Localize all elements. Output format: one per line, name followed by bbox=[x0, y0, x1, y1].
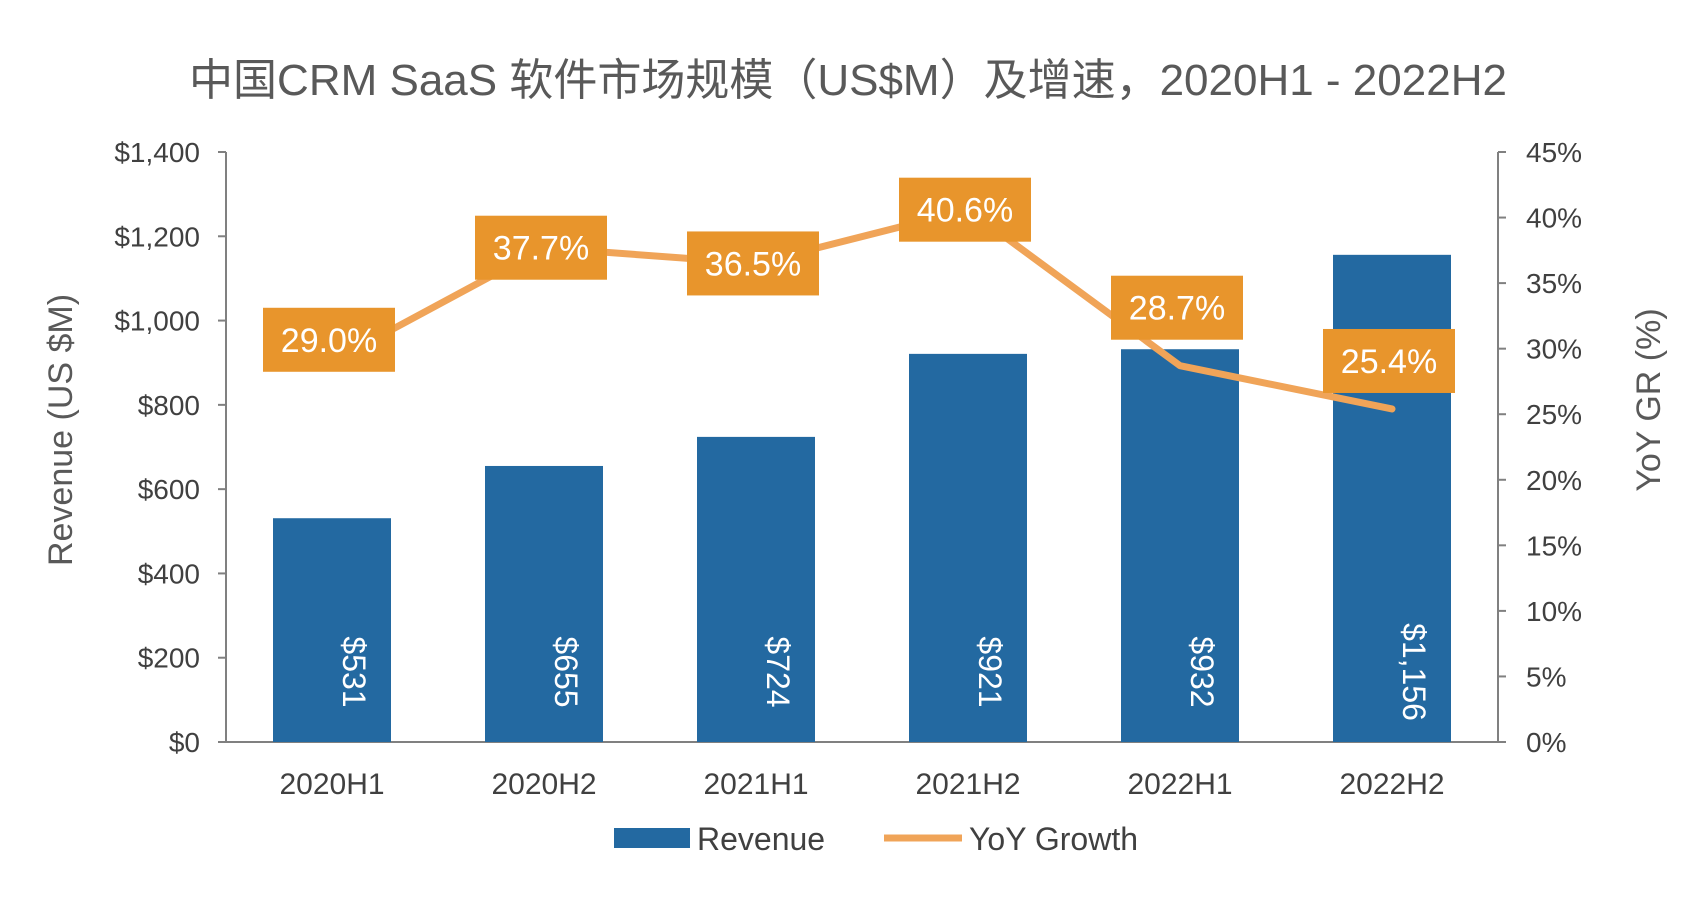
bar-revenue-2020H1 bbox=[273, 518, 391, 742]
y-left-tick-label: $600 bbox=[138, 474, 200, 505]
bar-value-label: $724 bbox=[760, 636, 796, 707]
bar-value-label: $655 bbox=[548, 636, 584, 707]
yoy-label-box bbox=[899, 177, 1031, 242]
yoy-value-label: 37.7% bbox=[493, 230, 589, 268]
y-right-tick-label: 45% bbox=[1526, 137, 1582, 168]
y-left-tick-label: $200 bbox=[138, 643, 200, 674]
y-left-tick-label: $800 bbox=[138, 390, 200, 421]
y-left-tick-label: $1,200 bbox=[114, 221, 200, 252]
yoy-label-box bbox=[1323, 328, 1455, 393]
y-left-tick-label: $1,000 bbox=[114, 306, 200, 337]
y-right-tick-label: 40% bbox=[1526, 203, 1582, 234]
yoy-value-label: 36.5% bbox=[705, 245, 801, 283]
y-right-tick-label: 15% bbox=[1526, 530, 1582, 561]
legend-swatch-revenue bbox=[614, 828, 690, 848]
y-right-tick-label: 5% bbox=[1526, 661, 1566, 692]
bar-value-label: $531 bbox=[336, 636, 372, 707]
y-right-tick-label: 0% bbox=[1526, 727, 1566, 758]
bar-value-label: $1,156 bbox=[1396, 623, 1432, 721]
legend-label-yoy: YoY Growth bbox=[969, 821, 1138, 857]
bar-revenue-2021H2 bbox=[909, 353, 1027, 742]
x-category-label: 2020H2 bbox=[491, 768, 596, 801]
y-left-tick-label: $0 bbox=[169, 727, 200, 758]
bar-revenue-2022H1 bbox=[1121, 349, 1239, 742]
bar-revenue-2021H1 bbox=[697, 436, 815, 742]
legend-label-revenue: Revenue bbox=[697, 821, 825, 857]
y-right-tick-label: 30% bbox=[1526, 334, 1582, 365]
y-right-tick-label: 35% bbox=[1526, 268, 1582, 299]
y-right-tick-label: 20% bbox=[1526, 465, 1582, 496]
yoy-value-label: 40.6% bbox=[917, 192, 1013, 230]
bar-value-label: $932 bbox=[1184, 636, 1220, 707]
bar-revenue-2020H2 bbox=[485, 465, 603, 742]
x-category-label: 2022H2 bbox=[1339, 768, 1444, 801]
x-category-label: 2021H1 bbox=[703, 768, 808, 801]
yoy-value-label: 29.0% bbox=[281, 322, 377, 360]
yoy-label-box bbox=[263, 307, 395, 372]
y-axis-right-title: YoY GR (%) bbox=[1630, 308, 1668, 491]
yoy-value-label: 28.7% bbox=[1129, 290, 1225, 328]
yoy-label-box bbox=[687, 231, 819, 296]
x-category-label: 2020H1 bbox=[279, 768, 384, 801]
y-right-tick-label: 25% bbox=[1526, 399, 1582, 430]
chart-title: 中国CRM SaaS 软件市场规模（US$M）及增速，2020H1 - 2022… bbox=[189, 56, 1507, 105]
yoy-value-label: 25.4% bbox=[1341, 343, 1437, 381]
y-right-tick-label: 10% bbox=[1526, 596, 1582, 627]
x-category-label: 2021H2 bbox=[915, 768, 1020, 801]
y-axis-left-title: Revenue (US $M) bbox=[42, 294, 80, 566]
x-category-label: 2022H1 bbox=[1127, 768, 1232, 801]
yoy-label-box bbox=[475, 215, 607, 280]
bar-revenue-2022H2 bbox=[1333, 254, 1451, 743]
y-left-tick-label: $400 bbox=[138, 558, 200, 589]
yoy-label-box bbox=[1111, 275, 1243, 340]
y-left-tick-label: $1,400 bbox=[114, 137, 200, 168]
legend: Revenue YoY Growth bbox=[614, 821, 1138, 857]
bar-value-label: $921 bbox=[972, 636, 1008, 707]
plot-area: $0 $200 $400 $600 $800 $1,000 $1,200 $1,400 0% 5%… bbox=[114, 137, 1582, 801]
